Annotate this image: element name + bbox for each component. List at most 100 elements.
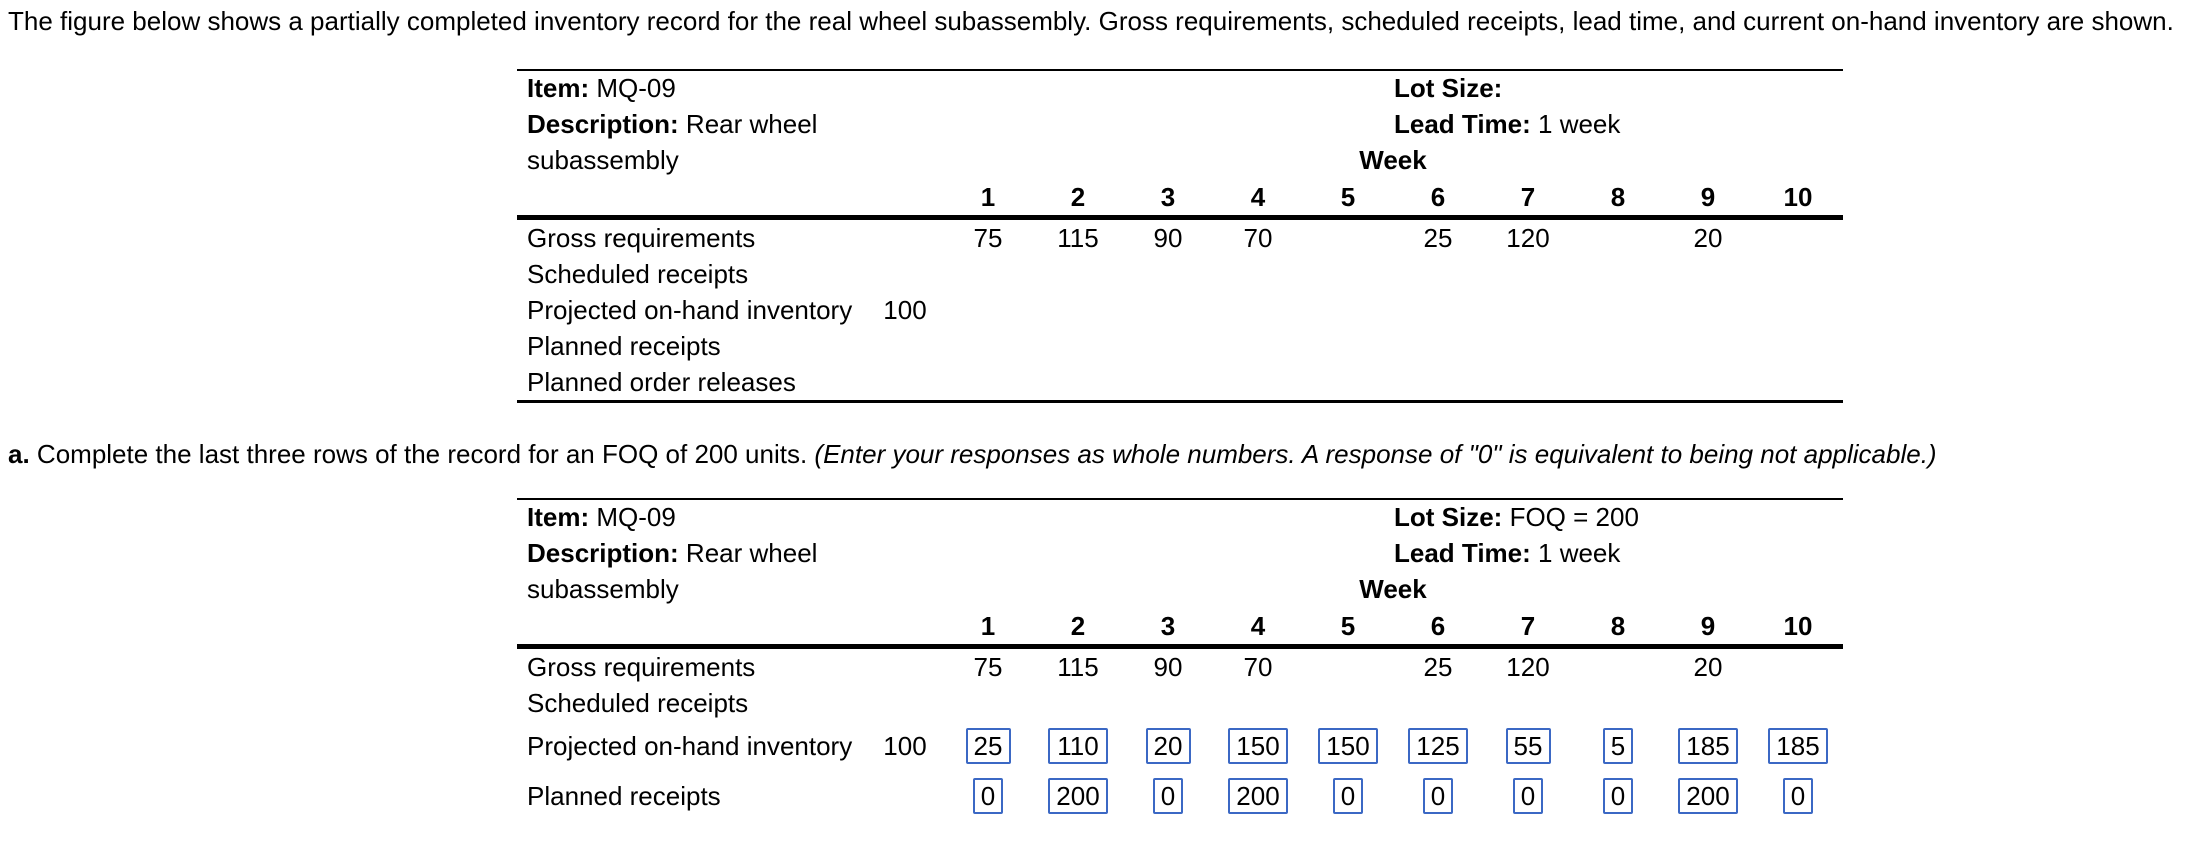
- row-label: Projected on-hand inventory: [527, 294, 853, 325]
- week-number: 7: [1520, 181, 1536, 212]
- week-number: 2: [1070, 610, 1086, 641]
- planned-receipts-input-row: Planned receipts: [517, 771, 1843, 821]
- planned-receipts-input-w1[interactable]: [972, 778, 1004, 814]
- row-label: Planned receipts: [527, 780, 721, 811]
- description-label: Description:: [527, 538, 679, 568]
- projected-onhand-input-w7[interactable]: [1505, 728, 1551, 764]
- record1-header-row-week: subassembly Week: [517, 143, 1843, 179]
- week-label: Week: [1359, 574, 1427, 604]
- projected-onhand-input-w3[interactable]: [1145, 728, 1191, 764]
- projected-onhand-input-row: Projected on-hand inventory 100: [517, 721, 1843, 771]
- cell-w9: 20: [1693, 651, 1723, 682]
- inventory-record-table-1: Item: MQ-09 Lot Size: Description: Rear …: [517, 69, 1843, 403]
- description-value: Rear wheel: [685, 538, 818, 568]
- row-label: Planned receipts: [527, 330, 721, 361]
- planned-receipts-input-w4[interactable]: [1228, 778, 1288, 814]
- planned-receipts-row: Planned receipts: [517, 328, 1843, 364]
- gross-requirements-row: Gross requirements 75 115 90 70 25 120 2…: [517, 649, 1843, 685]
- week-number: 6: [1430, 181, 1446, 212]
- planned-receipts-input-w6[interactable]: [1422, 778, 1454, 814]
- row-label: Projected on-hand inventory: [527, 730, 853, 761]
- scheduled-receipts-row: Scheduled receipts: [517, 256, 1843, 292]
- week-number: 9: [1700, 610, 1716, 641]
- cell-w4: 70: [1243, 222, 1273, 253]
- projected-onhand-input-w2[interactable]: [1048, 728, 1108, 764]
- cell-w3: 90: [1153, 651, 1183, 682]
- week-number: 3: [1160, 610, 1176, 641]
- week-number: 7: [1520, 610, 1536, 641]
- lot-size-label: Lot Size:: [1394, 502, 1503, 532]
- gross-requirements-row: Gross requirements 75 115 90 70 25 120 2…: [517, 220, 1843, 256]
- planned-receipts-input-w9[interactable]: [1678, 778, 1738, 814]
- cell-w7: 120: [1506, 651, 1550, 682]
- inventory-record-table-2: Item: MQ-09 Lot Size: FOQ = 200 Descript…: [517, 498, 1843, 821]
- week-number: 9: [1700, 181, 1716, 212]
- row-label: Gross requirements: [527, 651, 756, 682]
- week-number: 2: [1070, 181, 1086, 212]
- week-number: 5: [1340, 610, 1356, 641]
- projected-onhand-input-w6[interactable]: [1408, 728, 1468, 764]
- lead-time-value: 1 week: [1538, 538, 1621, 568]
- week-number: 8: [1610, 181, 1626, 212]
- problem-intro-text: The figure below shows a partially compl…: [8, 6, 2174, 36]
- table-divider-rule: [517, 644, 1843, 649]
- record2-header-row-item: Item: MQ-09 Lot Size: FOQ = 200: [517, 500, 1843, 536]
- cell-w1: 75: [973, 651, 1003, 682]
- lead-time-label: Lead Time:: [1394, 109, 1531, 139]
- projected-onhand-input-w5[interactable]: [1318, 728, 1378, 764]
- week-number: 4: [1250, 610, 1266, 641]
- description-label: Description:: [527, 109, 679, 139]
- record1-week-numbers: 1 2 3 4 5 6 7 8 9 10: [517, 179, 1843, 215]
- cell-w9: 20: [1693, 222, 1723, 253]
- part-a-label: a.: [8, 439, 30, 469]
- week-number: 1: [980, 610, 996, 641]
- row-label: Scheduled receipts: [527, 687, 749, 718]
- record2-header-row-week: subassembly Week: [517, 572, 1843, 608]
- item-label: Item:: [527, 502, 590, 532]
- week-number: 10: [1783, 610, 1813, 641]
- part-a-text: Complete the last three rows of the reco…: [36, 439, 808, 469]
- planned-receipts-input-w3[interactable]: [1152, 778, 1184, 814]
- description-value: Rear wheel: [685, 109, 818, 139]
- description-value-line2: subassembly: [527, 574, 679, 604]
- row-label: Gross requirements: [527, 222, 756, 253]
- planned-receipts-input-w2[interactable]: [1048, 778, 1108, 814]
- planned-receipts-input-w7[interactable]: [1512, 778, 1544, 814]
- week-number: 6: [1430, 610, 1446, 641]
- planned-receipts-input-w10[interactable]: [1782, 778, 1814, 814]
- week-label: Week: [1359, 145, 1427, 175]
- projected-onhand-input-w9[interactable]: [1678, 728, 1738, 764]
- item-label: Item:: [527, 73, 590, 103]
- item-value: MQ-09: [596, 73, 676, 103]
- description-value-line2: subassembly: [527, 145, 679, 175]
- projected-onhand-row: Projected on-hand inventory 100: [517, 292, 1843, 328]
- planned-receipts-input-w5[interactable]: [1332, 778, 1364, 814]
- week-number: 10: [1783, 181, 1813, 212]
- part-a-note: (Enter your responses as whole numbers. …: [814, 439, 1937, 469]
- week-number: 4: [1250, 181, 1266, 212]
- week-number: 3: [1160, 181, 1176, 212]
- week-number: 5: [1340, 181, 1356, 212]
- initial-onhand-value: 100: [883, 294, 927, 325]
- cell-w2: 115: [1057, 651, 1099, 682]
- projected-onhand-input-w1[interactable]: [965, 728, 1011, 764]
- record2-week-numbers: 1 2 3 4 5 6 7 8 9 10: [517, 608, 1843, 644]
- cell-w6: 25: [1423, 222, 1453, 253]
- part-a-instruction: a. Complete the last three rows of the r…: [8, 439, 2196, 470]
- record1-header-row-description: Description: Rear wheel Lead Time: 1 wee…: [517, 107, 1843, 143]
- projected-onhand-input-w10[interactable]: [1768, 728, 1828, 764]
- record1-header-row-item: Item: MQ-09 Lot Size:: [517, 71, 1843, 107]
- planned-receipts-input-w8[interactable]: [1602, 778, 1634, 814]
- item-value: MQ-09: [596, 502, 676, 532]
- planned-order-releases-row: Planned order releases: [517, 364, 1843, 400]
- cell-w7: 120: [1506, 222, 1550, 253]
- scheduled-receipts-row: Scheduled receipts: [517, 685, 1843, 721]
- projected-onhand-input-w8[interactable]: [1602, 728, 1634, 764]
- lead-time-label: Lead Time:: [1394, 538, 1531, 568]
- record2-header-row-description: Description: Rear wheel Lead Time: 1 wee…: [517, 536, 1843, 572]
- table-divider-rule: [517, 215, 1843, 220]
- row-label: Scheduled receipts: [527, 258, 749, 289]
- projected-onhand-input-w4[interactable]: [1228, 728, 1288, 764]
- lead-time-value: 1 week: [1538, 109, 1621, 139]
- week-number: 1: [980, 181, 996, 212]
